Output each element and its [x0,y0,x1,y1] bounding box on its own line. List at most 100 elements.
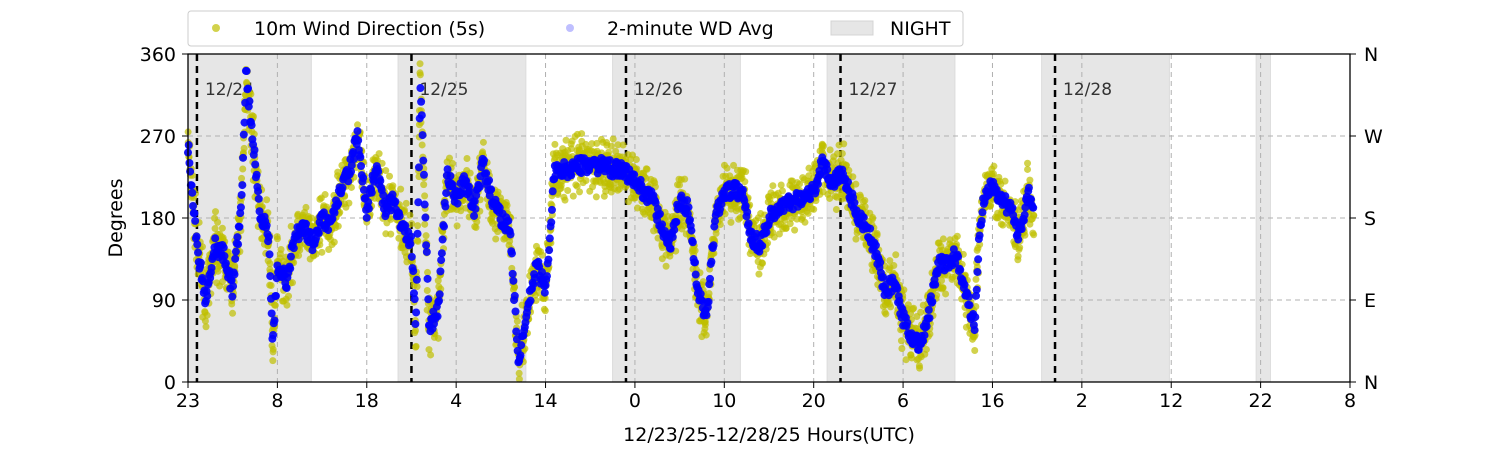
wd5s-point [473,218,481,226]
wd5s-point [826,146,834,154]
wd5s-point [211,225,219,233]
avg-point [1008,203,1017,212]
avg-point [850,198,859,207]
wd5s-point [212,208,220,216]
wd5s-point [702,331,710,339]
wd5s-point [466,169,474,177]
wd5s-point [999,221,1007,229]
wd5s-point [421,220,429,228]
wd5s-point [795,180,803,188]
wd5s-point [420,181,428,189]
avg-point [239,130,248,139]
avg-point [706,274,715,283]
wd5s-point [561,196,569,204]
wd5s-point [288,279,296,287]
avg-point [192,232,201,241]
wd5s-point [515,369,523,377]
wd5s-point [427,351,435,359]
wd5s-point [266,260,274,268]
wd5s-point [791,226,799,234]
avg-point [362,213,371,222]
avg-point [925,314,934,323]
wd5s-point [334,222,342,230]
wd5s-point [810,205,818,213]
avg-point [193,240,202,249]
day-label: 12/25 [419,80,468,100]
wd5s-point [202,323,210,331]
avg-point [286,264,295,273]
wd5s-point [633,165,641,173]
avg-point [412,308,421,317]
wd5s-point [916,364,924,372]
wd5s-point [643,165,651,173]
avg-point [666,244,675,253]
avg-point [347,161,356,170]
avg-point [683,196,692,205]
avg-point [328,214,337,223]
wd5s-point [231,262,239,270]
avg-point [876,258,885,267]
avg-point [207,263,216,272]
avg-point [409,289,418,298]
wd5s-point [1014,252,1022,260]
wd5s-point [990,162,998,170]
x-tick-label: 8 [1344,390,1356,412]
avg-point [529,280,538,289]
wd5s-point [910,304,918,312]
avg-point [893,284,902,293]
wd5s-point [263,196,271,204]
wd5s-point [840,140,848,148]
wd5s-point [812,197,820,205]
avg-point [978,208,987,217]
wd5s-point [201,317,209,325]
avg-point [409,267,418,276]
avg-point [871,241,880,250]
wd5s-point [972,275,980,283]
avg-point [412,275,421,284]
x-tick-label: 10 [712,390,736,412]
wd5s-point [414,222,422,230]
avg-point [264,232,273,241]
avg-point [744,219,753,228]
legend-label-night: NIGHT [890,18,951,40]
avg-point [540,288,549,297]
wd5s-point [741,178,749,186]
avg-point [443,165,452,174]
avg-point [314,229,323,238]
wd5s-point [325,245,333,253]
avg-point [438,235,447,244]
avg-point [240,118,249,127]
wd5s-point [723,164,731,172]
avg-point [416,84,425,93]
avg-point [965,301,974,310]
wd5s-point [573,182,581,190]
avg-point [433,312,442,321]
wd5s-point [781,216,789,224]
avg-point [271,291,280,300]
avg-point [411,320,420,329]
avg-point [220,252,229,261]
wd5s-point [318,248,326,256]
avg-point [928,297,937,306]
y-tick-label: 90 [152,290,176,312]
wd5s-point [938,277,946,285]
wd5s-point [386,172,394,180]
wd5s-point [861,203,869,211]
avg-point [338,183,347,192]
avg-point [359,173,368,182]
avg-point [691,270,700,279]
avg-point [511,307,520,316]
wd5s-point [238,174,246,182]
wd5s-point [701,321,709,329]
avg-point [401,221,410,230]
avg-point [265,250,274,259]
x-axis-label: 12/23/25-12/28/25 Hours(UTC) [623,424,915,446]
wd5s-point [541,307,549,315]
avg-point [270,316,279,325]
wd5s-point [826,194,834,202]
wd5s-point [287,222,295,230]
avg-point [547,218,556,227]
avg-point [185,158,194,167]
avg-point [975,231,984,240]
x-tick-label: 16 [980,390,1004,412]
